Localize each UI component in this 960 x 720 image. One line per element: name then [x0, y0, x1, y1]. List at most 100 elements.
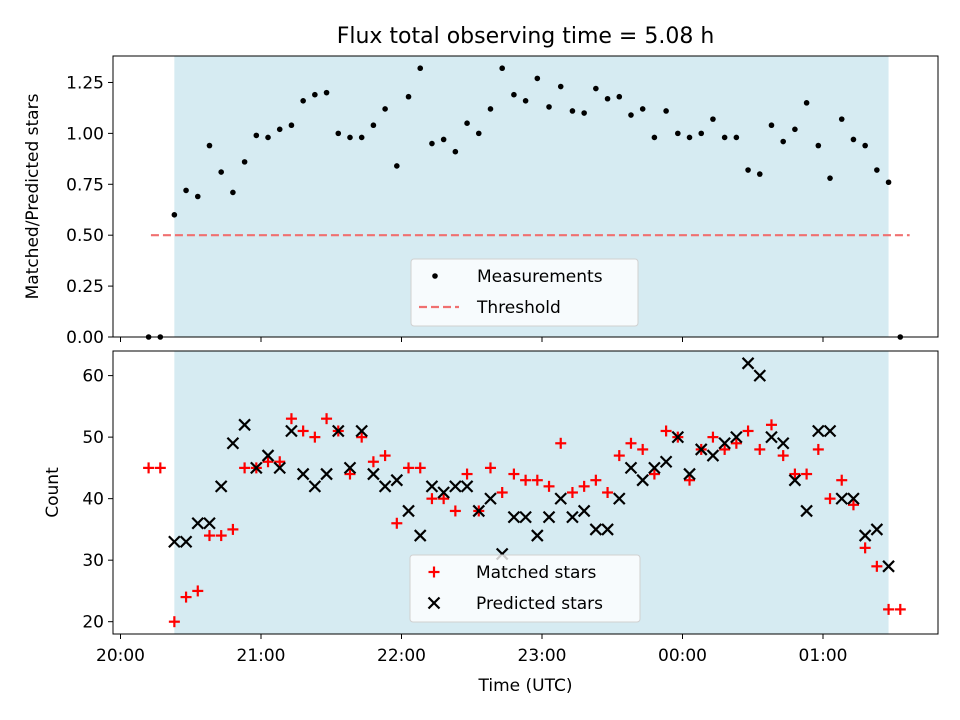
data-point — [601, 523, 614, 536]
data-point — [577, 504, 591, 518]
x-tick-label: 00:00 — [658, 646, 707, 666]
data-point — [344, 468, 356, 480]
data-point — [859, 542, 871, 554]
data-point — [534, 75, 541, 82]
data-point — [730, 437, 742, 449]
data-point — [390, 473, 404, 487]
top-panel-title: Flux total observing time = 5.08 h — [337, 24, 715, 49]
data-point — [628, 112, 634, 118]
data-point — [742, 425, 754, 437]
data-point — [440, 136, 447, 143]
data-point — [262, 456, 274, 468]
data-point — [323, 89, 330, 96]
data-point — [684, 474, 696, 486]
data-point — [487, 106, 494, 112]
data-point — [543, 480, 555, 492]
data-point — [812, 424, 825, 438]
data-point — [203, 530, 215, 542]
data-point — [191, 516, 205, 530]
data-point — [496, 487, 508, 498]
legend-label: Matched stars — [476, 563, 596, 583]
data-point — [320, 467, 333, 481]
y-tick-label: 0.75 — [66, 175, 104, 195]
data-point — [472, 504, 486, 518]
data-point — [613, 450, 625, 462]
data-point — [765, 430, 778, 444]
data-point — [183, 187, 189, 194]
legend-box — [409, 554, 641, 623]
data-point — [660, 425, 672, 437]
data-point — [616, 93, 623, 100]
data-point — [721, 134, 728, 141]
bottom-legend: Matched stars Predicted stars — [409, 554, 641, 623]
data-point — [803, 100, 810, 106]
data-point — [589, 523, 603, 536]
data-point — [531, 529, 544, 542]
data-point — [475, 130, 482, 137]
data-point — [179, 535, 193, 548]
data-point — [885, 179, 892, 186]
data-point — [437, 486, 450, 499]
x-tick-label: 22:00 — [377, 646, 426, 666]
data-point — [154, 462, 166, 474]
data-point — [838, 116, 845, 122]
data-point — [285, 413, 297, 425]
data-point — [168, 616, 180, 628]
data-point — [405, 93, 412, 100]
data-point — [425, 480, 439, 493]
bottom-plot-marks — [143, 357, 906, 628]
data-point — [733, 134, 740, 141]
y-tick-label: 30 — [82, 551, 104, 571]
data-point — [449, 480, 462, 493]
data-point — [870, 523, 884, 536]
data-point — [648, 461, 661, 475]
data-point — [484, 462, 496, 474]
data-point — [675, 130, 681, 137]
data-point — [297, 425, 309, 437]
data-point — [335, 130, 342, 137]
data-point — [625, 437, 637, 449]
data-point — [331, 424, 345, 438]
data-point — [261, 449, 275, 462]
data-point — [296, 467, 310, 481]
data-point — [309, 431, 321, 443]
data-point — [402, 504, 415, 518]
data-point — [379, 450, 391, 462]
data-point — [508, 468, 520, 480]
data-point — [274, 456, 286, 468]
bottom-x-axis-label: Time (UTC) — [478, 676, 573, 696]
data-point — [239, 462, 251, 474]
data-point — [894, 603, 906, 615]
data-point — [449, 505, 461, 517]
bottom-axes-frame — [112, 350, 939, 635]
data-point — [285, 424, 298, 438]
data-point — [663, 108, 669, 114]
data-point — [581, 110, 587, 116]
data-point — [250, 461, 263, 475]
data-point — [355, 424, 368, 438]
y-tick-label: 20 — [82, 613, 104, 633]
data-point — [604, 95, 611, 102]
data-point — [403, 462, 415, 474]
data-point — [226, 437, 240, 450]
data-point — [413, 529, 427, 542]
data-point — [602, 487, 614, 498]
top-y-axis-label: Matched/Predicted stars — [23, 93, 43, 299]
data-point — [801, 468, 813, 480]
data-point — [522, 97, 529, 104]
data-point — [776, 437, 790, 450]
data-point — [519, 510, 532, 524]
data-point — [636, 473, 649, 487]
data-point — [194, 193, 201, 200]
data-point — [694, 443, 708, 456]
data-point — [367, 467, 380, 481]
data-point — [777, 450, 789, 462]
data-point — [624, 461, 638, 475]
data-point — [511, 91, 517, 98]
data-point — [789, 468, 801, 480]
data-point — [659, 455, 673, 469]
data-point — [429, 140, 435, 147]
data-point — [382, 106, 388, 112]
data-point — [507, 510, 521, 524]
data-point — [426, 493, 438, 505]
